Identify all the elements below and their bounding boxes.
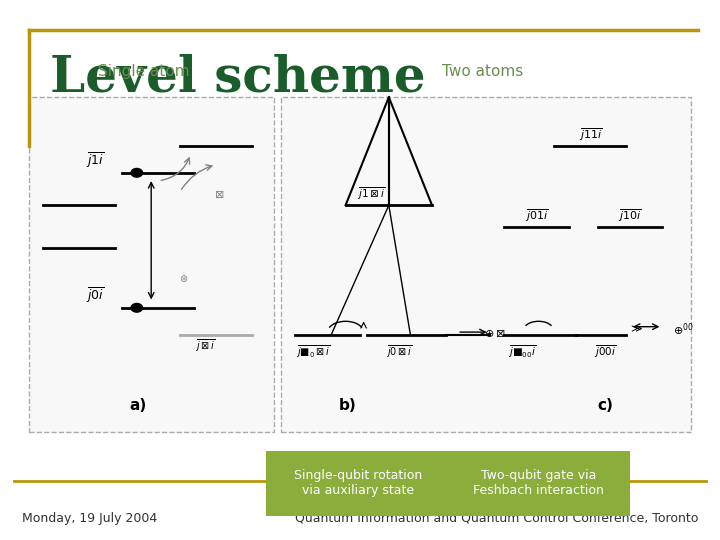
- Text: Monday, 19 July 2004: Monday, 19 July 2004: [22, 512, 157, 525]
- Text: $\overline{j\boxtimes i}$: $\overline{j\boxtimes i}$: [195, 338, 215, 354]
- Text: Single-qubit rotation
via auxiliary state: Single-qubit rotation via auxiliary stat…: [294, 469, 423, 497]
- Text: a): a): [130, 399, 147, 414]
- Text: $\gg$: $\gg$: [629, 324, 643, 335]
- Text: $\boxtimes$: $\boxtimes$: [215, 189, 225, 200]
- Text: $\overline{j\blacksquare_{00}i}$: $\overline{j\blacksquare_{00}i}$: [508, 343, 536, 360]
- FancyBboxPatch shape: [29, 97, 274, 432]
- Text: $\overline{j00i}$: $\overline{j00i}$: [594, 343, 616, 360]
- FancyBboxPatch shape: [266, 451, 450, 516]
- Text: $\overline{j0\boxtimes i}$: $\overline{j0\boxtimes i}$: [386, 343, 413, 360]
- Text: $\overline{j11i}$: $\overline{j11i}$: [579, 126, 602, 143]
- Text: Two-qubit gate via
Feshbach interaction: Two-qubit gate via Feshbach interaction: [473, 469, 604, 497]
- Text: Two atoms: Two atoms: [442, 64, 523, 79]
- Text: Single atom: Single atom: [98, 64, 190, 79]
- Text: $\overline{j0i}$: $\overline{j0i}$: [86, 286, 104, 305]
- Text: $\circledast$: $\circledast$: [179, 273, 188, 284]
- Text: $\overline{j\blacksquare_0\boxtimes i}$: $\overline{j\blacksquare_0\boxtimes i}$: [296, 343, 330, 360]
- Text: $\oplus\boxtimes$: $\oplus\boxtimes$: [484, 328, 505, 339]
- Text: $\overline{j01i}$: $\overline{j01i}$: [525, 207, 548, 224]
- Text: $\overline{j1i}$: $\overline{j1i}$: [86, 151, 104, 170]
- FancyBboxPatch shape: [446, 451, 630, 516]
- Circle shape: [131, 168, 143, 177]
- Text: $\overline{j1\boxtimes i}$: $\overline{j1\boxtimes i}$: [356, 186, 385, 202]
- Text: b): b): [338, 399, 356, 414]
- Text: c): c): [598, 399, 613, 414]
- Text: $\overline{j10i}$: $\overline{j10i}$: [618, 207, 642, 224]
- Text: $\oplus^{00}$: $\oplus^{00}$: [673, 321, 694, 338]
- Circle shape: [131, 303, 143, 312]
- FancyBboxPatch shape: [281, 97, 691, 432]
- Text: Quantum Information and Quantum Control Conference, Toronto: Quantum Information and Quantum Control …: [295, 512, 698, 525]
- Text: Level scheme: Level scheme: [50, 54, 426, 103]
